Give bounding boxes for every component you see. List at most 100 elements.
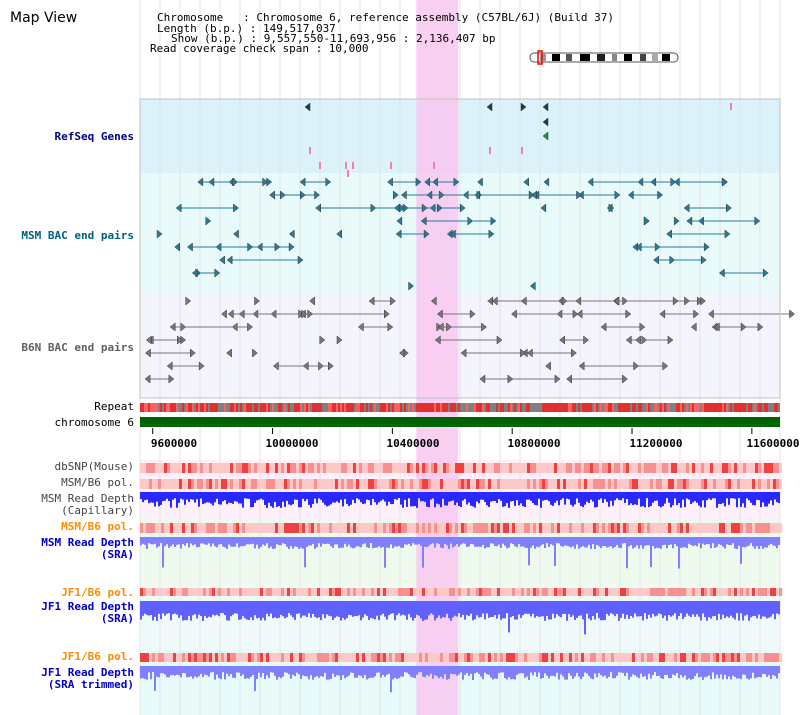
msm-capillary-depth-bar xyxy=(546,492,548,500)
msm-capillary-depth-bar xyxy=(498,492,500,500)
jf1-sra-depth-bar xyxy=(602,601,604,621)
msm-sra-depth-bar xyxy=(406,537,408,545)
repeat-segment xyxy=(516,403,518,412)
jf1-trim-depth-bar xyxy=(602,666,604,677)
msm-sra-depth-bar xyxy=(772,537,774,546)
jf1-trim-depth-bar xyxy=(772,666,774,676)
repeat-segment xyxy=(596,403,598,412)
refseq-tick xyxy=(730,103,732,110)
jf1-sra-depth-bar xyxy=(164,601,166,616)
msm-capillary-depth-bar xyxy=(602,492,604,503)
msm-b6-pol-sra-heat xyxy=(218,523,221,533)
repeat-segment xyxy=(428,403,430,412)
jf1-sra-depth-bar xyxy=(684,601,686,617)
msm-sra-depth-bar xyxy=(206,537,208,545)
msm-depth-capillary-label[interactable]: MSM Read Depth xyxy=(41,492,134,505)
msm-b6-pol-sra-heat xyxy=(302,523,305,533)
jf1-trim-depth-bar xyxy=(252,666,254,675)
jf1-trim-depth-bar xyxy=(642,666,644,677)
dbsnp-label[interactable]: dbSNP(Mouse) xyxy=(54,460,134,473)
jf1-trim-depth-bar xyxy=(460,666,462,673)
jf1-b6-pol-trim-heat xyxy=(305,653,308,662)
msm-b6-pol-heat xyxy=(527,479,530,489)
jf1-sra-depth-bar xyxy=(570,601,572,618)
msm-sra-depth-bar xyxy=(208,537,210,544)
jf1-trim-depth-bar xyxy=(762,666,764,674)
msm-b6-pol-sra-heat xyxy=(557,523,560,533)
dbsnp-heat xyxy=(512,463,515,473)
refseq-tick xyxy=(390,162,392,169)
jf1-sra-depth-bar xyxy=(422,601,424,621)
page-title: Map View xyxy=(10,10,78,26)
repeat-segment xyxy=(404,403,406,412)
jf1-depth-trim-label[interactable]: JF1 Read Depth xyxy=(41,666,134,679)
jf1-trim-depth-bar xyxy=(302,666,304,676)
msm-sra-depth-bar xyxy=(546,537,548,544)
jf1-b6-pol-trim-label[interactable]: JF1/B6 pol. xyxy=(61,650,134,663)
jf1-b6-pol-trim-heat xyxy=(431,653,434,662)
msm-bac-label[interactable]: MSM BAC end pairs xyxy=(21,229,134,242)
msm-sra-depth-bar xyxy=(270,537,272,547)
msm-capillary-depth-bar xyxy=(346,492,348,504)
msm-sra-depth-bar xyxy=(392,537,394,549)
jf1-b6-pol-heat xyxy=(200,588,203,596)
jf1-b6-pol-trim-heat xyxy=(707,653,710,662)
jf1-b6-pol-heat xyxy=(407,588,410,596)
msm-sra-depth-bar xyxy=(364,537,366,544)
msm-depth-sra-label[interactable]: MSM Read Depth xyxy=(41,536,134,549)
msm-capillary-depth-bar xyxy=(592,492,594,502)
b6n-bac-pair xyxy=(713,322,720,332)
repeat-segment xyxy=(228,403,230,412)
jf1-b6-pol-trim-heat xyxy=(212,653,215,662)
msm-capillary-depth-bar xyxy=(176,492,178,508)
refseq-genes-label[interactable]: RefSeq Genes xyxy=(54,130,134,143)
jf1-b6-pol-heat xyxy=(281,588,284,596)
jf1-trim-depth-bar xyxy=(144,666,146,679)
jf1-trim-depth-bar xyxy=(378,666,380,673)
msm-capillary-depth-bar xyxy=(422,492,424,502)
msm-b6-pol-label[interactable]: MSM/B6 pol. xyxy=(61,476,134,489)
jf1-b6-pol-heat xyxy=(713,588,716,596)
msm-capillary-depth-bar xyxy=(284,492,286,507)
msm-b6-pol-heat xyxy=(677,479,680,489)
msm-sra-depth-bar xyxy=(328,537,330,544)
jf1-sra-depth-bar xyxy=(714,601,716,616)
jf1-b6-pol-heat xyxy=(686,588,689,596)
b6n-bac-label[interactable]: B6N BAC end pairs xyxy=(21,341,134,354)
jf1-sra-depth-bar xyxy=(696,601,698,615)
dbsnp-heat xyxy=(182,463,185,473)
repeat-segment xyxy=(142,403,144,412)
msm-b6-pol-sra-label[interactable]: MSM/B6 pol. xyxy=(61,520,134,533)
msm-bac-pair xyxy=(205,216,212,226)
jf1-trim-depth-bar xyxy=(360,666,362,676)
msm-sra-depth-bar xyxy=(588,537,590,545)
jf1-sra-depth-bar xyxy=(538,601,540,617)
jf1-b6-pol-label[interactable]: JF1/B6 pol. xyxy=(61,586,134,599)
jf1-b6-pol-trim-heat xyxy=(347,653,350,662)
msm-b6-pol-sra-heat xyxy=(425,523,428,533)
jf1-trim-depth-bar xyxy=(630,666,632,677)
msm-bac-pair xyxy=(683,203,690,213)
msm-b6-pol-heat xyxy=(437,479,440,489)
jf1-sra-depth-bar xyxy=(452,601,454,618)
repeat-segment xyxy=(462,403,464,412)
jf1-trim-depth-bar xyxy=(662,666,664,679)
jf1-b6-pol-trim-heat xyxy=(593,653,596,662)
jf1-b6-pol-trim-heat xyxy=(545,653,548,662)
jf1-b6-pol-trim-heat xyxy=(344,653,347,662)
jf1-depth-sra-label[interactable]: JF1 Read Depth xyxy=(41,600,134,613)
repeat-segment xyxy=(430,403,432,412)
msm-b6-pol-heat xyxy=(275,479,278,489)
jf1-trim-depth-bar xyxy=(722,666,724,680)
msm-b6-pol-sra-heat xyxy=(359,523,362,533)
msm-b6-pol-sra-heat xyxy=(758,523,761,533)
msm-sra-depth-bar xyxy=(502,537,504,544)
msm-b6-pol-sra-heat xyxy=(773,523,776,533)
jf1-trim-depth-bar xyxy=(670,666,672,679)
jf1-sra-depth-bar xyxy=(198,601,200,615)
jf1-sra-depth-bar xyxy=(620,601,622,618)
repeat-segment xyxy=(370,403,372,412)
repeat-segment xyxy=(348,403,350,412)
jf1-b6-pol-trim-heat xyxy=(443,653,446,662)
